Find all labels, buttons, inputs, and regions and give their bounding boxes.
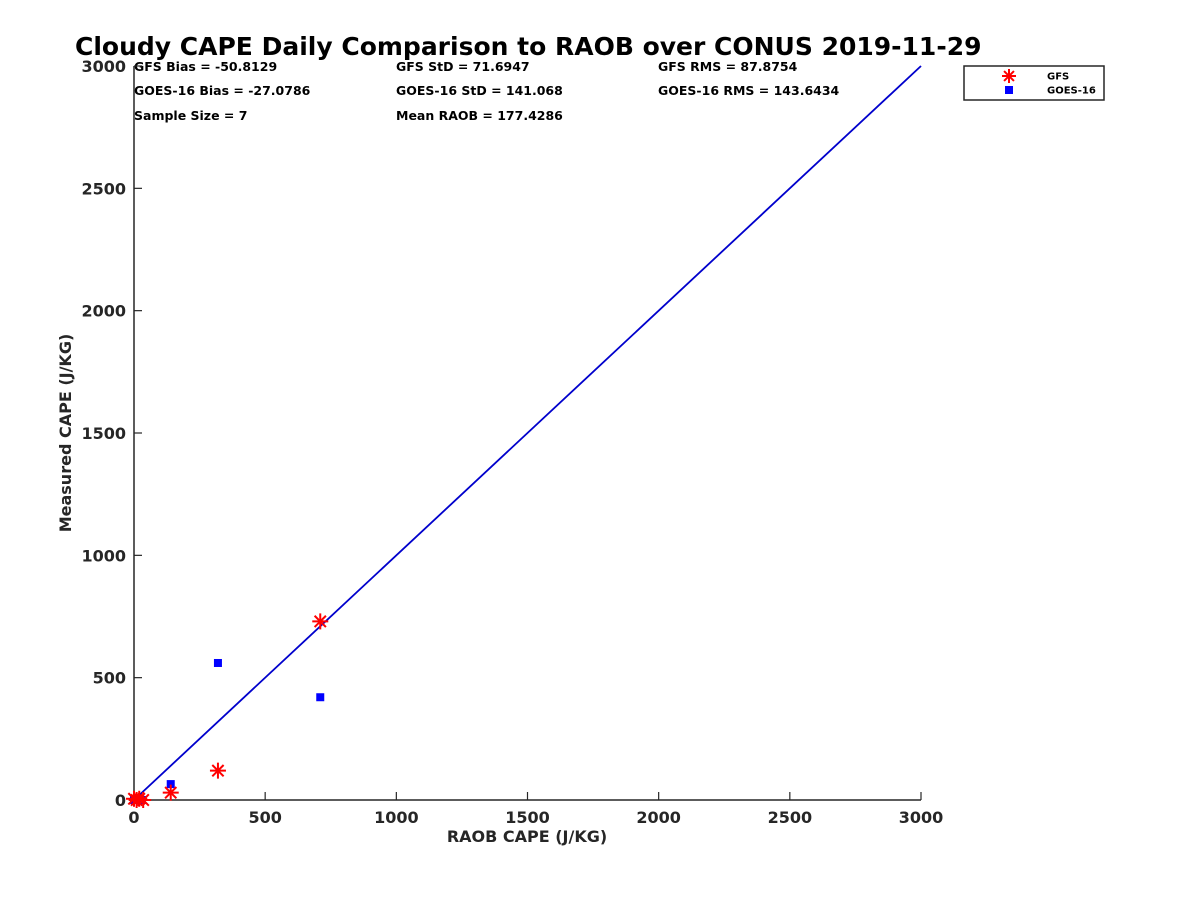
x-tick-label: 2500 [768, 808, 813, 827]
gfs-point [135, 792, 152, 808]
stat-annotation: GFS Bias = -50.8129 [134, 59, 277, 74]
legend: GFS GOES-16 [963, 65, 1105, 101]
y-tick-label: 2000 [81, 302, 126, 321]
x-tick-label: 500 [248, 808, 281, 827]
one-to-one-line-group [133, 65, 922, 801]
data-markers [126, 613, 329, 808]
goes16-point [213, 658, 222, 667]
legend-gfs-marker [1002, 69, 1016, 83]
x-axis-label: RAOB CAPE (J/KG) [447, 827, 607, 846]
goes16-point [166, 780, 175, 789]
stat-annotation: GFS RMS = 87.8754 [658, 59, 798, 74]
y-tick-label: 500 [93, 669, 126, 688]
x-axis-ticks: 0 500 1000 1500 2000 2500 3000 [128, 792, 943, 827]
gfs-point [162, 784, 179, 801]
stat-annotation: GOES-16 Bias = -27.0786 [134, 83, 311, 98]
y-tick-label: 0 [115, 791, 126, 810]
chart-title: Cloudy CAPE Daily Comparison to RAOB ove… [75, 32, 981, 61]
gfs-point [312, 613, 329, 630]
y-tick-label: 3000 [81, 57, 126, 76]
y-axis-label: Measured CAPE (J/KG) [56, 334, 75, 533]
legend-goes16-marker [1005, 86, 1013, 94]
stats-annotations: GFS Bias = -50.8129 GFS StD = 71.6947 GFS … [134, 59, 840, 123]
y-axis-ticks: 0 500 1000 1500 2000 2500 3000 [81, 57, 142, 810]
x-tick-label: 1000 [374, 808, 419, 827]
y-tick-label: 2500 [81, 179, 126, 198]
x-tick-label: 1500 [505, 808, 550, 827]
goes16-point [316, 693, 325, 702]
y-tick-label: 1500 [81, 424, 126, 443]
stat-annotation: GOES-16 StD = 141.068 [396, 83, 563, 98]
one-to-one-line [133, 65, 922, 801]
stat-annotation: GOES-16 RMS = 143.6434 [658, 83, 840, 98]
legend-label: GOES-16 [1047, 86, 1096, 97]
gfs-point [209, 762, 226, 779]
x-tick-label: 3000 [899, 808, 944, 827]
y-tick-label: 1000 [81, 546, 126, 565]
stat-annotation: GFS StD = 71.6947 [396, 59, 530, 74]
legend-label: GFS [1047, 72, 1069, 83]
x-tick-label: 0 [128, 808, 139, 827]
stat-annotation: Mean RAOB = 177.4286 [396, 108, 563, 123]
x-tick-label: 2000 [636, 808, 681, 827]
legend-box [963, 65, 1105, 101]
stat-annotation: Sample Size = 7 [134, 108, 247, 123]
